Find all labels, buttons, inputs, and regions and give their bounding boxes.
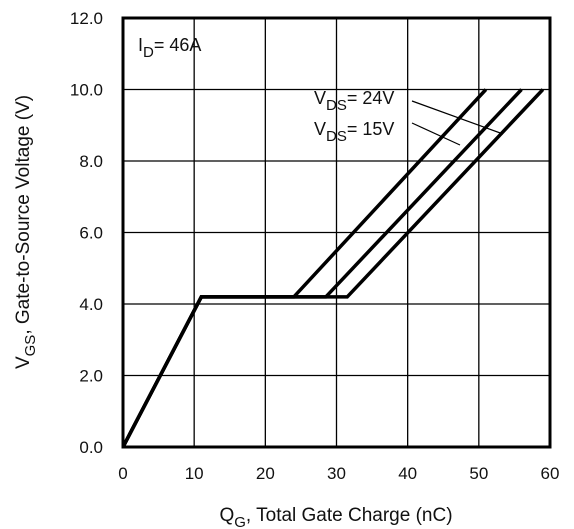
- series-line-3: [121, 88, 545, 448]
- y-tick-label: 2.0: [79, 367, 103, 386]
- y-axis-title: VGS, Gate-to-Source Voltage (V): [13, 95, 39, 369]
- y-tick-label: 12.0: [70, 9, 103, 28]
- y-tick-label: 10.0: [70, 81, 103, 100]
- x-tick-label: 50: [469, 464, 488, 483]
- vds-24-annotation: VDS= 24V: [314, 88, 394, 114]
- vds-24-leader: [411, 100, 504, 135]
- tick-labels: 0 10 20 30 40 50 60 0.0 2.0 4.0 6.0 8.0 10.0 12.0: [70, 9, 560, 483]
- x-tick-label: 60: [541, 464, 560, 483]
- x-axis-title: QG, Total Gate Charge (nC): [219, 505, 452, 529]
- plot-frame: [121, 16, 552, 449]
- y-tick-label: 8.0: [79, 152, 103, 171]
- x-tick-label: 40: [398, 464, 417, 483]
- series-line-1: [121, 88, 488, 448]
- id-annotation: ID= 46A: [138, 35, 201, 61]
- series-lines: [121, 88, 545, 448]
- y-tick-label: 6.0: [79, 224, 103, 243]
- x-tick-label: 30: [327, 464, 346, 483]
- grid-lines: [123, 18, 550, 447]
- y-tick-label: 0.0: [79, 438, 103, 457]
- x-tick-label: 10: [185, 464, 204, 483]
- vds-15-annotation: VDS= 15V: [314, 119, 394, 145]
- vds-15-leader: [411, 122, 461, 146]
- y-tick-label: 4.0: [79, 295, 103, 314]
- x-tick-label: 20: [256, 464, 275, 483]
- x-tick-label: 0: [118, 464, 127, 483]
